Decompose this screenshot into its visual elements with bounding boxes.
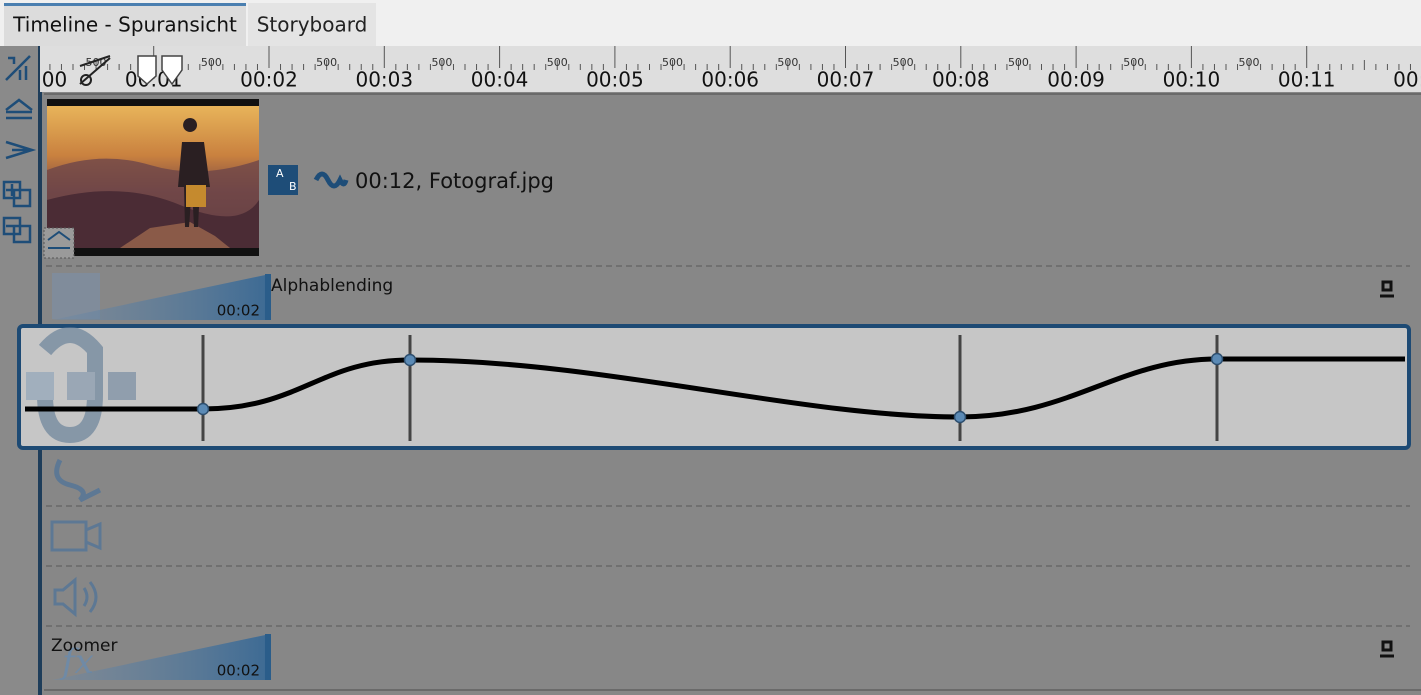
ruler-label: 00:10: [1163, 68, 1221, 92]
ruler-label: 00:03: [355, 68, 413, 92]
ruler-scale: 00:0000:0100:0200:0300:0400:0500:0600:07…: [10, 46, 1421, 92]
ruler-label: 00:05: [586, 68, 644, 92]
tool-icon[interactable]: [5, 55, 31, 81]
tab[interactable]: [248, 3, 376, 46]
ruler-label: 00:00: [10, 68, 68, 92]
keyframe[interactable]: [953, 410, 967, 424]
tab-active[interactable]: [4, 3, 246, 46]
effect-handle[interactable]: [265, 274, 271, 320]
ruler-minor-label: 500: [1123, 56, 1144, 69]
effect-handle[interactable]: [265, 634, 271, 680]
keyframe-lines: [201, 335, 1219, 441]
camera-icon: [85, 521, 102, 551]
tool-icon[interactable]: [5, 98, 33, 120]
scissors-icon[interactable]: [79, 55, 111, 85]
separators: [46, 265, 1410, 627]
ruler-minor-label: 500: [316, 56, 337, 69]
ruler-minor-label: 500: [547, 56, 568, 69]
ruler-label: 00:04: [471, 68, 529, 92]
user-icon[interactable]: [1380, 280, 1394, 298]
effect-name: Alphablending: [271, 276, 393, 296]
tool-icon[interactable]: [2, 216, 32, 244]
keyframe[interactable]: [196, 402, 210, 416]
effect-duration: 00:02: [217, 302, 260, 320]
ruler-label: 00:06: [701, 68, 759, 92]
tool-icon[interactable]: [5, 140, 37, 160]
thumbnail[interactable]: [47, 106, 259, 248]
tab-indicator: [4, 3, 246, 6]
ruler-minor-label: 500: [1008, 56, 1029, 69]
effect-ramp[interactable]: [52, 634, 270, 680]
camera-icon: [50, 520, 88, 552]
keyframes: [196, 352, 1224, 424]
path-icon: [54, 458, 102, 503]
tool-icon[interactable]: [2, 180, 32, 208]
ruler-label: 00:11: [1278, 68, 1336, 92]
keyframe[interactable]: [1210, 352, 1224, 366]
row-icon: [47, 230, 71, 249]
effect-duration: 00:02: [217, 662, 260, 680]
ruler-minor-label: 500: [662, 56, 683, 69]
panel-icon: [26, 327, 136, 444]
ruler-minor-label: 500: [431, 56, 452, 69]
ruler-label: 00:08: [932, 68, 990, 92]
tab-label[interactable]: Storyboard: [257, 13, 368, 37]
ruler-minor-label: 500: [893, 56, 914, 69]
toolbar-icons: [2, 55, 37, 244]
effect-name: Zoomer: [51, 636, 117, 656]
curve-panel[interactable]: [17, 324, 1411, 450]
ruler-minor-label: 500: [201, 56, 222, 69]
scissors-icon: [80, 74, 92, 86]
user-icon[interactable]: [1380, 640, 1394, 658]
audio-icon: [53, 576, 98, 618]
ruler-label: 00:07: [817, 68, 875, 92]
clip-label: 00:12, Fotograf.jpg: [355, 169, 554, 193]
marker-icon[interactable]: [137, 55, 183, 86]
icon-glyph: A: [276, 167, 284, 180]
motion-curve[interactable]: [25, 356, 1405, 420]
tab-label[interactable]: Timeline - Spuransicht: [12, 13, 237, 37]
keyframe[interactable]: [403, 353, 417, 367]
effect-icon: [52, 273, 100, 319]
motion-icon[interactable]: [313, 171, 349, 189]
ruler-tools: [79, 55, 183, 86]
transition-icon[interactable]: [268, 165, 298, 195]
icon-glyph: B: [289, 180, 297, 193]
ruler-label: 00:02: [240, 68, 298, 92]
ruler-label: 00:09: [1047, 68, 1105, 92]
ruler-minor-label: 500: [777, 56, 798, 69]
ruler-label: 00:12: [1393, 68, 1421, 92]
ruler-minor-label: 500: [1239, 56, 1260, 69]
effect-ramp[interactable]: [52, 274, 270, 320]
